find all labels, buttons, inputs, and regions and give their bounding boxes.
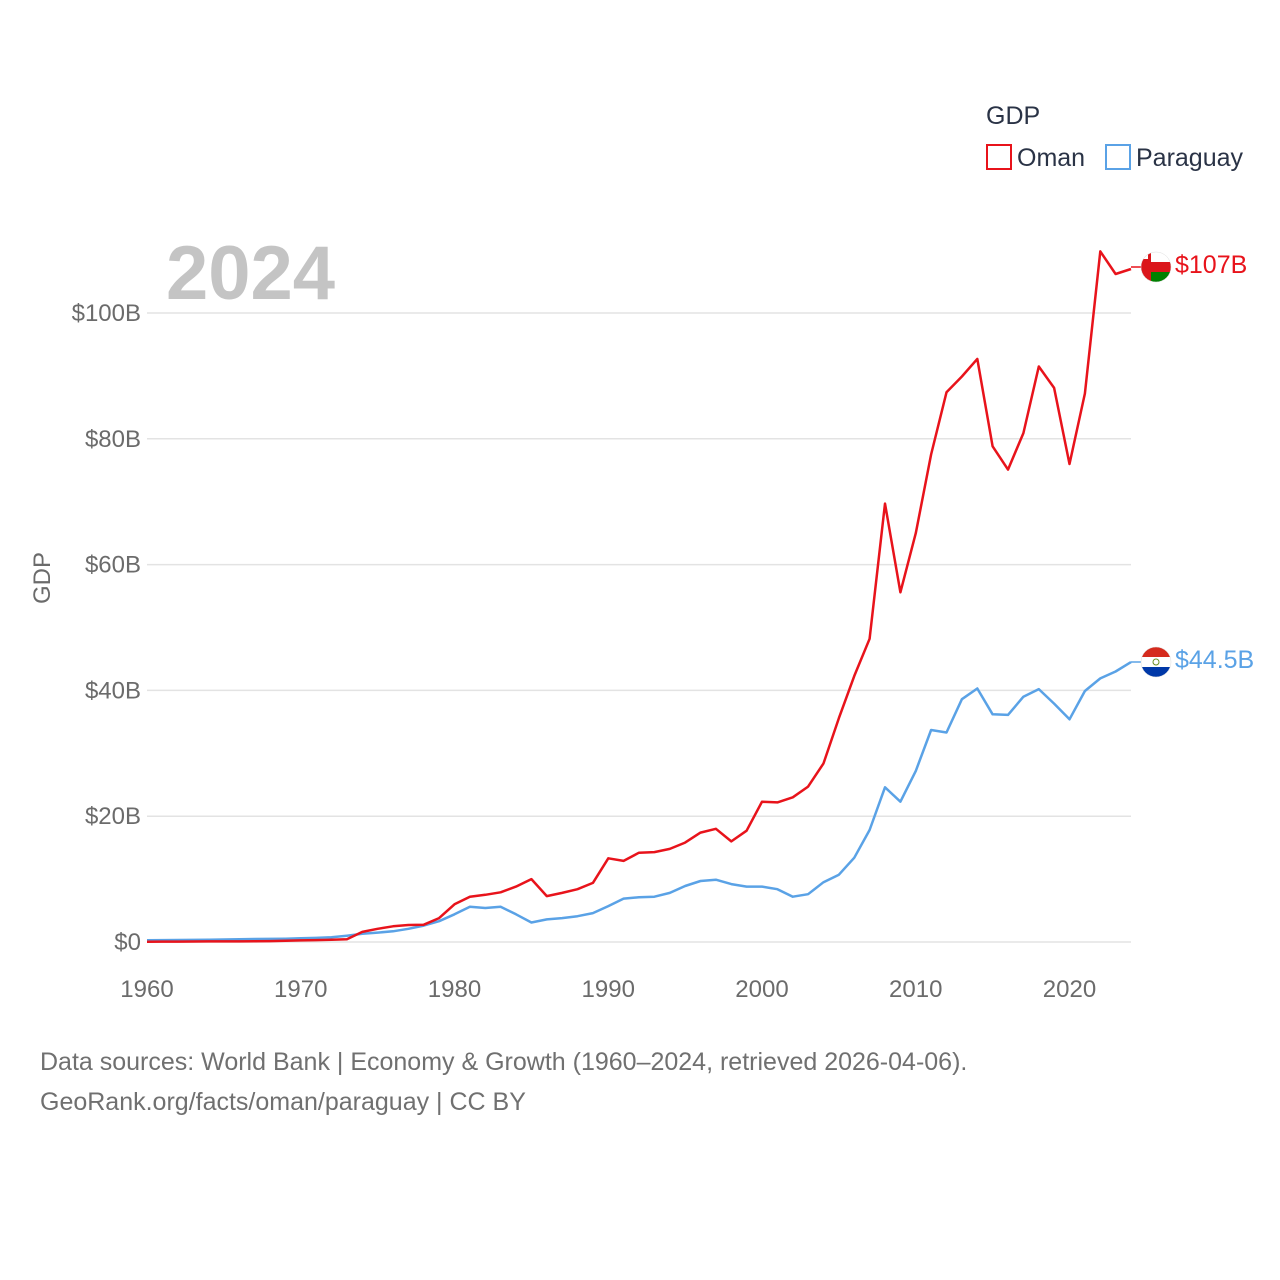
x-axis-ticks: 1960 1970 1980 1990 2000 2010 2020: [120, 976, 1096, 1003]
end-marker-paraguay: $44.5B: [1131, 646, 1254, 678]
y-tick-label: $60B: [85, 552, 141, 579]
gridlines: [147, 312, 1131, 943]
oman-flag: [1140, 251, 1172, 283]
y-tick-label: $40B: [85, 677, 141, 704]
legend-swatch-paraguay: [1105, 144, 1131, 170]
legend-title: GDP: [986, 102, 1040, 130]
series-line-paraguay[interactable]: [146, 661, 1132, 942]
legend[interactable]: GDP Oman Paraguay: [986, 102, 1244, 172]
y-axis-ticks: $0 $20B $40B $60B $80B $100B: [72, 300, 141, 956]
y-tick-label: $20B: [85, 803, 141, 830]
y-tick-label: $0: [114, 929, 141, 956]
end-label-oman: $107B: [1175, 251, 1247, 279]
x-tick-label: 1980: [428, 976, 481, 1003]
series-lines: [146, 250, 1132, 943]
year-label: 2024: [166, 231, 335, 316]
legend-label-oman: Oman: [1017, 144, 1085, 172]
x-tick-label: 2020: [1043, 976, 1096, 1003]
legend-item-paraguay[interactable]: Paraguay: [1105, 144, 1244, 172]
x-tick-label: 2010: [889, 976, 942, 1003]
source-line: Data sources: World Bank | Economy & Gro…: [40, 1048, 968, 1076]
y-tick-label: $100B: [72, 300, 141, 327]
x-tick-label: 1990: [582, 976, 635, 1003]
attribution-line[interactable]: GeoRank.org/facts/oman/paraguay | CC BY: [40, 1088, 526, 1116]
legend-item-oman[interactable]: Oman: [986, 144, 1085, 172]
x-tick-label: 1960: [120, 976, 173, 1003]
x-tick-label: 2000: [735, 976, 788, 1003]
y-tick-label: $80B: [85, 426, 141, 453]
paraguay-flag: [1140, 646, 1172, 678]
y-axis-label: GDP: [29, 552, 56, 604]
series-line-oman[interactable]: [146, 250, 1132, 943]
end-marker-oman: $107B: [1131, 251, 1247, 283]
x-tick-label: 1970: [274, 976, 327, 1003]
data-source-footer: Data sources: World Bank | Economy & Gro…: [40, 1042, 967, 1122]
end-label-paraguay: $44.5B: [1175, 646, 1254, 674]
legend-label-paraguay: Paraguay: [1136, 144, 1244, 172]
legend-swatch-oman: [986, 144, 1012, 170]
